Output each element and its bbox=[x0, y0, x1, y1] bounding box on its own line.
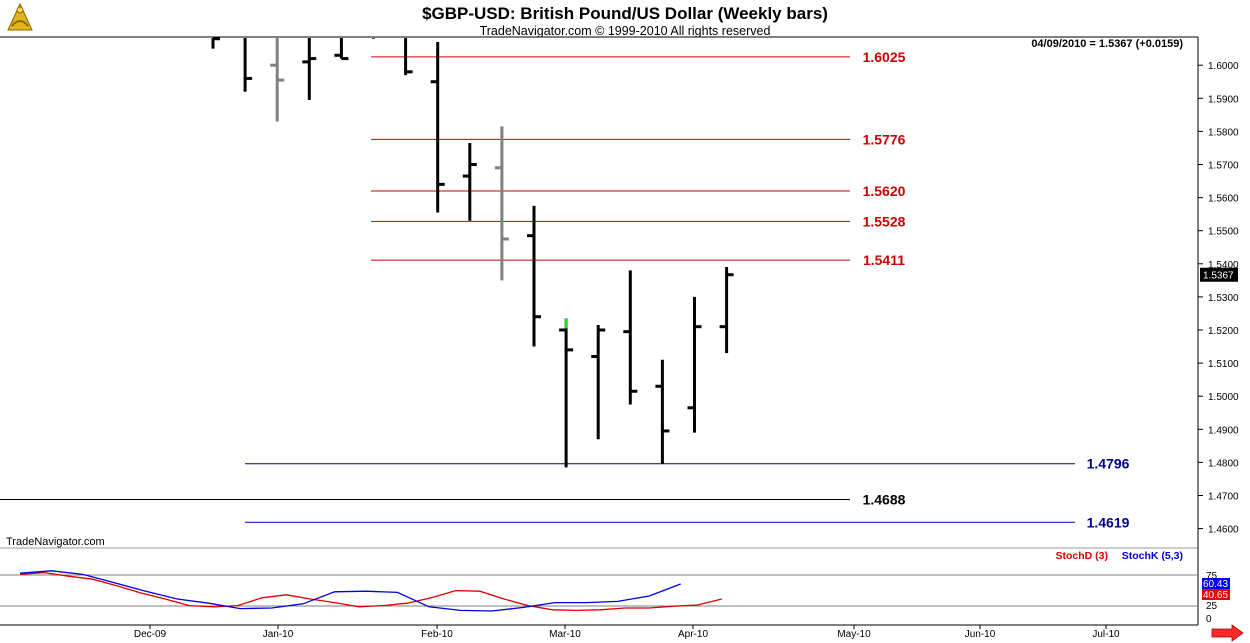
price-tick-label: 1.5900 bbox=[1208, 94, 1239, 105]
price-tick-label: 1.5400 bbox=[1208, 260, 1239, 271]
price-tick-label: 1.5000 bbox=[1208, 392, 1239, 403]
price-level-label: 1.5776 bbox=[863, 131, 906, 147]
price-level-label: 1.5528 bbox=[863, 213, 906, 229]
stochd-value-box bbox=[1202, 589, 1230, 600]
price-tick-label: 1.4600 bbox=[1208, 525, 1239, 536]
price-tick-label: 1.4800 bbox=[1208, 458, 1239, 469]
price-tick-label: 1.5500 bbox=[1208, 227, 1239, 238]
price-axis: 1.4600 1.4700 1.4800 1.4900 1.5000 1.5100 1.52… bbox=[1198, 61, 1239, 536]
legend-stochd: StochD (3) bbox=[1056, 550, 1109, 562]
price-tick-label: 1.5300 bbox=[1208, 293, 1239, 304]
price-tick-label: 1.5700 bbox=[1208, 161, 1239, 172]
date-axis: Dec-09 Jan-10 Feb-10 Mar-10 Apr-10 May-10 Jun-… bbox=[134, 625, 1120, 640]
date-tick-label: Apr-10 bbox=[678, 629, 708, 640]
price-levels: 1.6025 1.5776 1.5620 1.5528 1.5411 1.4796 1.46… bbox=[0, 49, 1130, 530]
stochd-value-label: 40.65 bbox=[1203, 590, 1228, 601]
date-tick-label: Jul-10 bbox=[1092, 629, 1120, 640]
last-quote-label: 04/09/2010 = 1.5367 (+0.0159) bbox=[1031, 38, 1183, 50]
stochk-line bbox=[19, 570, 681, 612]
stochk-value-label: 60.43 bbox=[1203, 579, 1228, 590]
price-tick-label: 1.4700 bbox=[1208, 492, 1239, 503]
date-tick-label: Jan-10 bbox=[263, 629, 294, 640]
stoch-tick-label: 0 bbox=[1206, 614, 1212, 625]
stochk-value-box bbox=[1202, 578, 1230, 589]
date-tick-label: Mar-10 bbox=[549, 629, 581, 640]
stochd-line bbox=[19, 571, 722, 612]
date-tick-label: Feb-10 bbox=[421, 629, 453, 640]
red-right-arrow-icon[interactable] bbox=[1211, 624, 1244, 642]
legend-stochk: StochK (5,3) bbox=[1122, 550, 1183, 562]
price-tick-label: 1.6000 bbox=[1208, 61, 1239, 72]
price-level-label: 1.4796 bbox=[1087, 456, 1130, 472]
last-price-label: 1.5367 bbox=[1203, 271, 1234, 282]
date-tick-label: Dec-09 bbox=[134, 629, 167, 640]
chart-title: $GBP-USD: British Pound/US Dollar (Weekl… bbox=[422, 4, 828, 23]
price-level-label: 1.5620 bbox=[863, 183, 906, 199]
price-level-label: 1.5411 bbox=[863, 252, 905, 268]
price-tick-label: 1.4900 bbox=[1208, 425, 1239, 436]
last-price-box bbox=[1200, 267, 1238, 282]
stoch-tick-label: 25 bbox=[1206, 601, 1218, 612]
price-tick-label: 1.5600 bbox=[1208, 194, 1239, 205]
golden-sextant-icon bbox=[7, 2, 33, 31]
watermark-label: TradeNavigator.com bbox=[6, 536, 105, 548]
stoch-tick-label: 75 bbox=[1206, 571, 1218, 582]
ohlc-bars bbox=[211, 37, 734, 468]
date-tick-label: Jun-10 bbox=[965, 629, 996, 640]
price-level-label: 1.6025 bbox=[863, 49, 906, 65]
date-tick-label: May-10 bbox=[837, 629, 871, 640]
price-tick-label: 1.5800 bbox=[1208, 127, 1239, 138]
price-tick-label: 1.5100 bbox=[1208, 359, 1239, 370]
price-level-label: 1.4619 bbox=[1087, 514, 1130, 530]
price-level-label: 1.4688 bbox=[863, 491, 906, 507]
price-tick-label: 1.5200 bbox=[1208, 326, 1239, 337]
chart-copyright: TradeNavigator.com © 1999-2010 All right… bbox=[480, 24, 771, 38]
